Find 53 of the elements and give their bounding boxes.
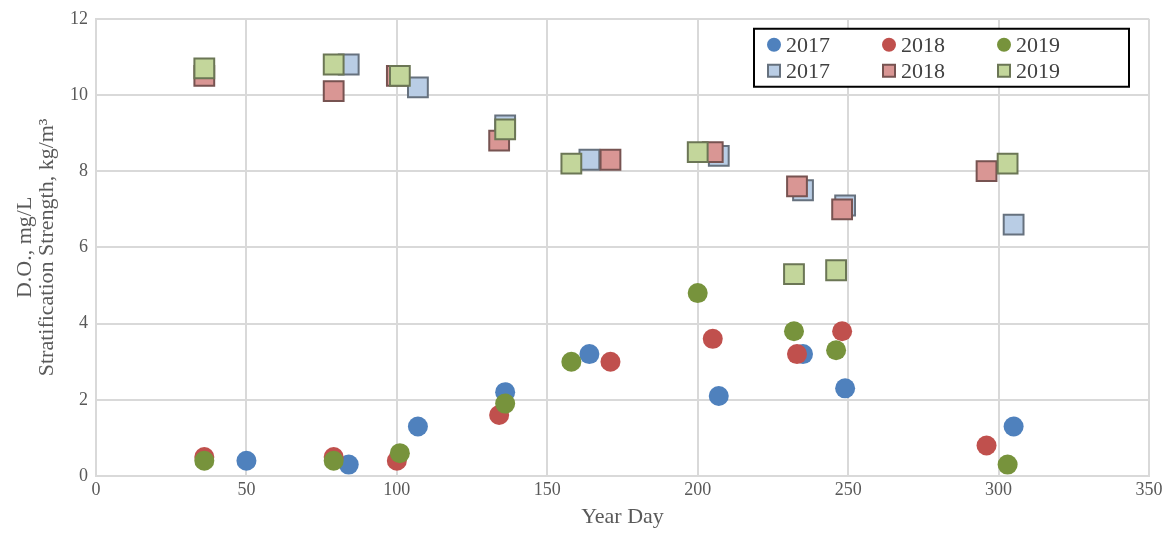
point [708, 385, 729, 406]
point [976, 435, 997, 456]
x-tick-label: 150 [533, 478, 561, 499]
point [997, 454, 1018, 475]
point [579, 344, 600, 365]
point [561, 351, 582, 372]
point [599, 148, 622, 171]
x-tick-label: 350 [1135, 478, 1163, 499]
point [702, 328, 723, 349]
point [407, 76, 429, 99]
legend-label: 2017 [786, 31, 830, 57]
y-tick-label: 8 [79, 159, 88, 180]
y-tick-label: 10 [70, 83, 88, 104]
x-tick-label: 50 [237, 478, 256, 499]
legend-label: 2018 [901, 57, 945, 83]
x-axis-title: Year Day [581, 502, 664, 528]
point [407, 416, 428, 437]
point [560, 152, 583, 175]
point [687, 283, 708, 304]
point [787, 344, 807, 365]
point [975, 160, 998, 183]
x-tick-label: 100 [383, 478, 411, 499]
point [832, 321, 853, 342]
y-tick-label: 6 [79, 236, 88, 257]
legend-label: 2018 [901, 31, 945, 57]
y-tick-label: 0 [79, 464, 88, 485]
x-tick-label: 200 [684, 478, 712, 499]
point [783, 263, 805, 285]
legend-label: 2017 [786, 57, 830, 83]
y-axis-title: D.O., mg/L Stratification Strength, kg/m³ [10, 118, 58, 377]
point [322, 80, 345, 103]
point [686, 141, 709, 164]
legend-label: 2019 [1016, 31, 1060, 57]
point [825, 259, 848, 282]
point [495, 393, 516, 414]
point [1003, 416, 1024, 437]
point [600, 351, 621, 372]
y-tick-label: 12 [70, 7, 88, 28]
point [1002, 213, 1025, 236]
y-tick-label: 4 [79, 312, 88, 333]
x-tick-label: 300 [985, 478, 1013, 499]
legend-label: 2019 [1016, 57, 1060, 83]
point [835, 378, 856, 399]
point [389, 443, 410, 464]
point [193, 57, 216, 80]
point [783, 321, 804, 342]
point [996, 152, 1019, 175]
point [786, 175, 808, 198]
point [236, 450, 257, 471]
point [826, 340, 847, 361]
x-tick-label: 250 [834, 478, 862, 499]
y-tick-label: 2 [79, 388, 88, 409]
point [322, 53, 345, 76]
